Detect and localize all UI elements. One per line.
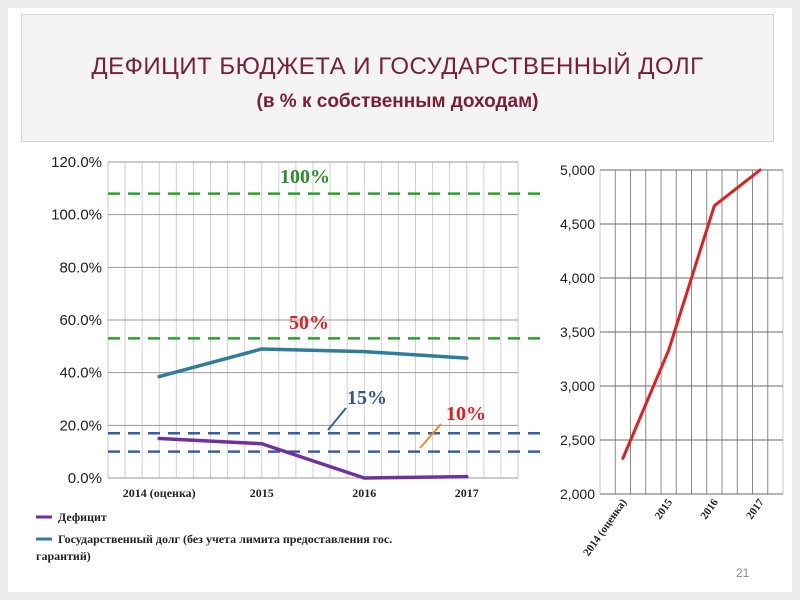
left-y-tick-label: 40.0% (59, 365, 102, 382)
left-legend: Дефицит Государственный долг (без учета … (36, 510, 395, 563)
right-y-tick-label: 2,500 (560, 432, 595, 448)
series-line (157, 347, 469, 379)
legend-label-debt: Государственный долг (без учета лимита п… (36, 532, 395, 563)
left-y-tick-label: 100.0% (51, 207, 102, 224)
right-y-tick-label: 3,500 (560, 324, 595, 340)
left-y-tick-label: 120.0% (51, 154, 102, 171)
ref-label-50: 50% (289, 312, 329, 334)
left-y-tick-label: 60.0% (59, 312, 102, 329)
left-y-tick-label: 0.0% (68, 470, 102, 487)
right-y-tick-label: 4,500 (560, 216, 595, 232)
page-number: 21 (736, 566, 750, 580)
right-x-tick-labels: 2014 (оценка) 2015 2016 2017 (581, 496, 767, 558)
left-x-tick-label: 2016 (352, 486, 376, 500)
callout-15-arrow (327, 407, 347, 431)
right-x-tick-label: 2017 (744, 496, 767, 521)
right-chart: 2,000 2,500 3,000 3,500 4,000 4,500 5,000 2014… (560, 162, 784, 558)
left-x-tick-labels: 2014 (оценка) 2015 2016 2017 (123, 486, 479, 500)
right-y-tick-label: 3,000 (560, 378, 595, 394)
right-x-tick-label: 2016 (698, 496, 721, 521)
right-y-tick-label: 5,000 (560, 162, 595, 178)
left-series (157, 347, 469, 480)
right-x-tick-label: 2015 (653, 496, 676, 521)
right-y-tick-label: 2,000 (560, 486, 595, 502)
left-chart: 0.0% 20.0% 40.0% 60.0% 80.0% 100.0% 120.0% 201… (36, 154, 540, 563)
left-y-tick-labels: 0.0% 20.0% 40.0% 60.0% 80.0% 100.0% 120.0% (51, 154, 102, 487)
slide-title: ДЕФИЦИТ БЮДЖЕТА И ГОСУДАРСТВЕННЫЙ ДОЛГ (91, 53, 704, 80)
left-x-tick-label: 2015 (250, 486, 274, 500)
left-x-tick-label: 2017 (455, 486, 479, 500)
legend-label-deficit: Дефицит (58, 510, 107, 524)
right-x-tick-label: 2014 (оценка) (581, 497, 629, 559)
reference-lines (108, 192, 540, 453)
title-box: ДЕФИЦИТ БЮДЖЕТА И ГОСУДАРСТВЕННЫЙ ДОЛГ (… (21, 14, 774, 142)
slide-subtitle: (в % к собственным доходам) (256, 91, 539, 112)
right-y-tick-labels: 2,000 2,500 3,000 3,500 4,000 4,500 5,000 (560, 162, 595, 502)
ref-label-10: 10% (446, 403, 486, 425)
left-y-tick-label: 80.0% (59, 259, 102, 276)
ref-label-15: 15% (347, 387, 387, 409)
callout-10-arrow (419, 423, 442, 449)
series-line (621, 168, 762, 460)
ref-label-100: 100% (280, 166, 330, 188)
left-y-tick-label: 20.0% (59, 417, 102, 434)
series-line (157, 436, 469, 480)
left-x-tick-label: 2014 (оценка) (123, 486, 196, 500)
right-series (621, 168, 762, 460)
right-y-tick-label: 4,000 (560, 270, 595, 286)
